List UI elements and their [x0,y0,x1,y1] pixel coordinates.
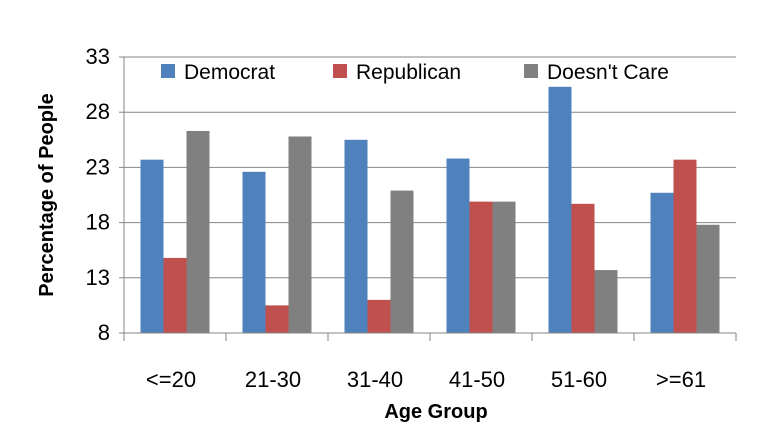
bars [140,86,720,333]
bar-doesn-t-care-1 [288,136,312,333]
bar-democrat-4 [548,86,572,333]
bar-doesn-t-care-5 [696,224,720,333]
x-axis-title: Age Group [384,401,487,423]
y-tick-label: 23 [86,154,110,179]
bar-republican-2 [367,299,391,333]
y-tick-label: 8 [98,320,110,345]
bar-democrat-3 [446,158,470,333]
x-tick-label: 51-60 [551,367,607,392]
y-tick-label: 13 [86,265,110,290]
gridlines [124,56,736,279]
legend-swatch-republican [333,64,347,78]
bar-doesn-t-care-3 [492,201,516,333]
x-tick-label: <=20 [146,367,196,392]
bar-doesn-t-care-2 [390,190,414,333]
x-tick-label: 21-30 [245,367,301,392]
legend-label-democrat: Democrat [184,61,275,84]
x-tick-labels: <=20 21-30 31-40 41-50 51-60 >=61 [123,333,737,392]
bar-democrat-5 [650,192,674,333]
y-tick-label: 28 [86,99,110,124]
bar-democrat-2 [344,139,368,333]
bar-republican-4 [571,203,595,333]
legend-label-republican: Republican [356,61,461,84]
x-tick-label: 31-40 [347,367,403,392]
x-tick-label: 41-50 [449,367,505,392]
bar-doesn-t-care-4 [594,270,618,333]
y-tick-label: 18 [86,210,110,235]
legend: Democrat Republican Doesn't Care [161,61,669,84]
bar-democrat-1 [242,171,266,333]
legend-swatch-doesn-t-care [524,64,538,78]
legend-label-doesn-t-care: Doesn't Care [547,61,669,84]
y-tick-label: 33 [86,44,110,69]
bar-republican-0 [163,257,187,333]
y-tick-labels: 8 13 18 23 28 33 [86,44,124,345]
bar-doesn-t-care-0 [186,130,210,333]
bar-republican-5 [673,159,697,333]
legend-swatch-democrat [161,64,175,78]
bar-democrat-0 [140,159,164,333]
bar-republican-1 [265,305,289,333]
y-axis-title: Percentage of People [36,93,58,296]
axes [123,57,736,334]
x-tick-label: >=61 [656,367,706,392]
bar-republican-3 [469,201,493,333]
